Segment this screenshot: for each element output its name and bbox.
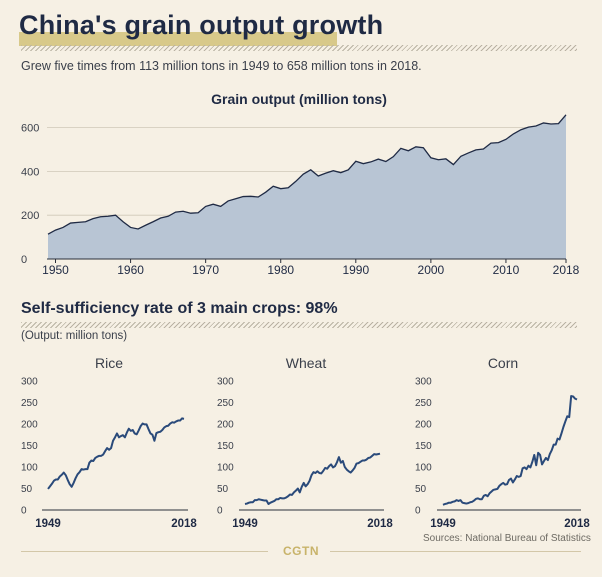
crop-line: [244, 452, 381, 505]
y-tick-label: 100: [21, 463, 38, 474]
chart-title: Grain output (million tons): [211, 91, 387, 107]
x-tick-label: 1949: [232, 518, 258, 530]
y-tick-label: 0: [217, 506, 223, 517]
x-tick-label: 1949: [35, 518, 61, 530]
y-tick-label: 50: [217, 484, 229, 495]
y-tick-label: 150: [217, 441, 234, 452]
chart-title: Corn: [488, 355, 518, 371]
x-tick-label: 2010: [493, 263, 520, 277]
section-title: Self-sufficiency rate of 3 main crops: 9…: [21, 300, 338, 317]
grain-output-area: [48, 114, 566, 259]
crop-chart-wheat: Wheat 0 50 100 150 200 250 300 1949 2018: [217, 355, 393, 530]
y-tick-label: 100: [217, 463, 234, 474]
y-tick-label: 250: [21, 398, 38, 409]
x-tick-label: 2018: [367, 518, 393, 530]
crop-line: [442, 395, 578, 506]
y-tick-label: 300: [21, 377, 38, 388]
x-tick-label: 1960: [117, 263, 144, 277]
y-tick-label: 0: [21, 506, 27, 517]
data-points: [443, 396, 577, 505]
y-tick-label: 300: [415, 377, 432, 388]
y-tick-label: 400: [21, 166, 39, 178]
y-tick-label: 300: [217, 377, 234, 388]
y-tick-label: 50: [415, 484, 427, 495]
title-highlight: [19, 32, 337, 46]
y-tick-label: 150: [415, 441, 432, 452]
x-tick-label: 2018: [553, 263, 580, 277]
crop-chart-corn: Corn 0 50 100 150 200 250 300 1949 2018: [415, 355, 590, 530]
page-subtitle: Grew five times from 113 million tons in…: [21, 59, 422, 73]
source-note: Sources: National Bureau of Statistics: [423, 533, 591, 544]
page-title: China's grain output growth: [19, 10, 384, 40]
crop-chart-rice: Rice 0 50 100 150 200 250 300 1949 2018: [21, 355, 197, 530]
y-tick-label: 200: [415, 420, 432, 431]
crop-charts: Rice 0 50 100 150 200 250 300 1949 2018 Wheat 0 50 10…: [21, 355, 590, 530]
chart-title: Wheat: [286, 355, 327, 371]
y-tick-label: 0: [21, 254, 27, 266]
title-block: China's grain output growth: [19, 10, 384, 46]
hatch-divider-top: [21, 45, 577, 51]
x-tick-label: 2000: [418, 263, 445, 277]
x-tick-label: 2018: [564, 518, 590, 530]
footer-line-right: [330, 551, 581, 552]
y-tick-label: 600: [21, 123, 39, 135]
y-tick-label: 250: [217, 398, 234, 409]
brand-logo: CGTN: [283, 544, 319, 558]
x-tick-label: 1970: [192, 263, 219, 277]
x-tick-label: 1950: [42, 263, 69, 277]
grain-output-line: [47, 114, 567, 235]
crop-line: [47, 417, 185, 490]
footer-line-left: [21, 551, 268, 552]
y-tick-label: 0: [415, 506, 421, 517]
x-tick-label: 1980: [267, 263, 294, 277]
y-tick-label: 200: [21, 210, 39, 222]
x-tick-label: 2018: [171, 518, 197, 530]
y-tick-label: 50: [21, 484, 33, 495]
y-tick-label: 100: [415, 463, 432, 474]
y-tick-label: 200: [21, 420, 38, 431]
grain-output-chart: Grain output (million tons) 0 200 400 600 195…: [21, 91, 580, 277]
hatch-divider-middle: [21, 322, 577, 328]
y-tick-label: 200: [217, 420, 234, 431]
x-tick-label: 1949: [430, 518, 456, 530]
unit-note: (Output: million tons): [21, 330, 128, 342]
chart-title: Rice: [95, 355, 123, 371]
x-tick-label: 1990: [342, 263, 369, 277]
y-tick-label: 250: [415, 398, 432, 409]
y-tick-label: 150: [21, 441, 38, 452]
